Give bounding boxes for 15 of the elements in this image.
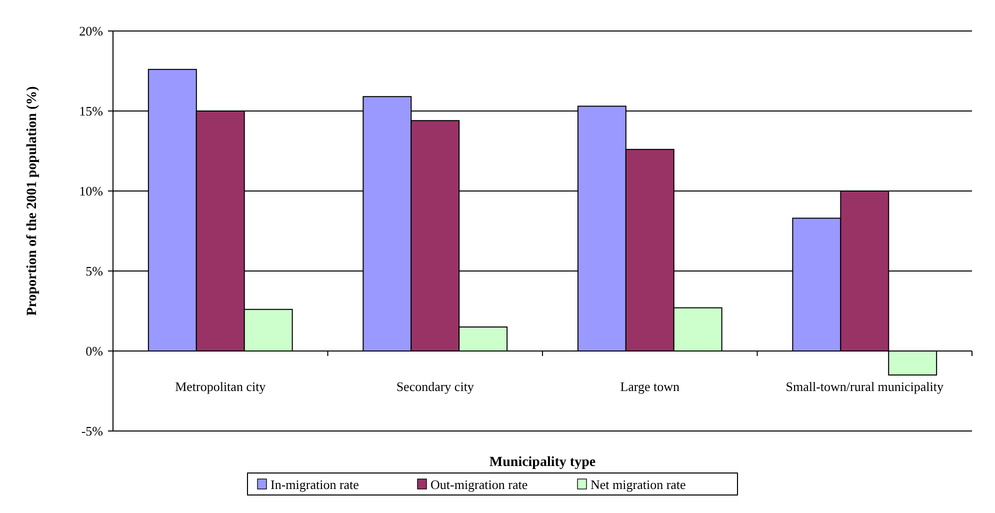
y-tick-label: 20% (79, 24, 104, 39)
y-tick-label: 15% (79, 104, 104, 119)
legend-label: Out-migration rate (430, 477, 528, 492)
x-tick-label: Small-town/rural municipality (786, 379, 944, 394)
y-tick-label: 10% (79, 184, 104, 199)
x-tick-label: Large town (620, 379, 680, 394)
legend-label: Net migration rate (590, 477, 686, 492)
x-tick-label: Secondary city (396, 379, 474, 394)
y-tick-label: 5% (86, 264, 104, 279)
y-tick-label: 0% (86, 344, 104, 359)
x-axis-title: Municipality type (489, 455, 596, 470)
y-tick-label: -5% (81, 424, 104, 439)
legend-label: In-migration rate (270, 477, 360, 492)
y-axis-title: Proportion of the 2001 population (%) (25, 86, 40, 316)
x-tick-label: Metropolitan city (175, 379, 266, 394)
